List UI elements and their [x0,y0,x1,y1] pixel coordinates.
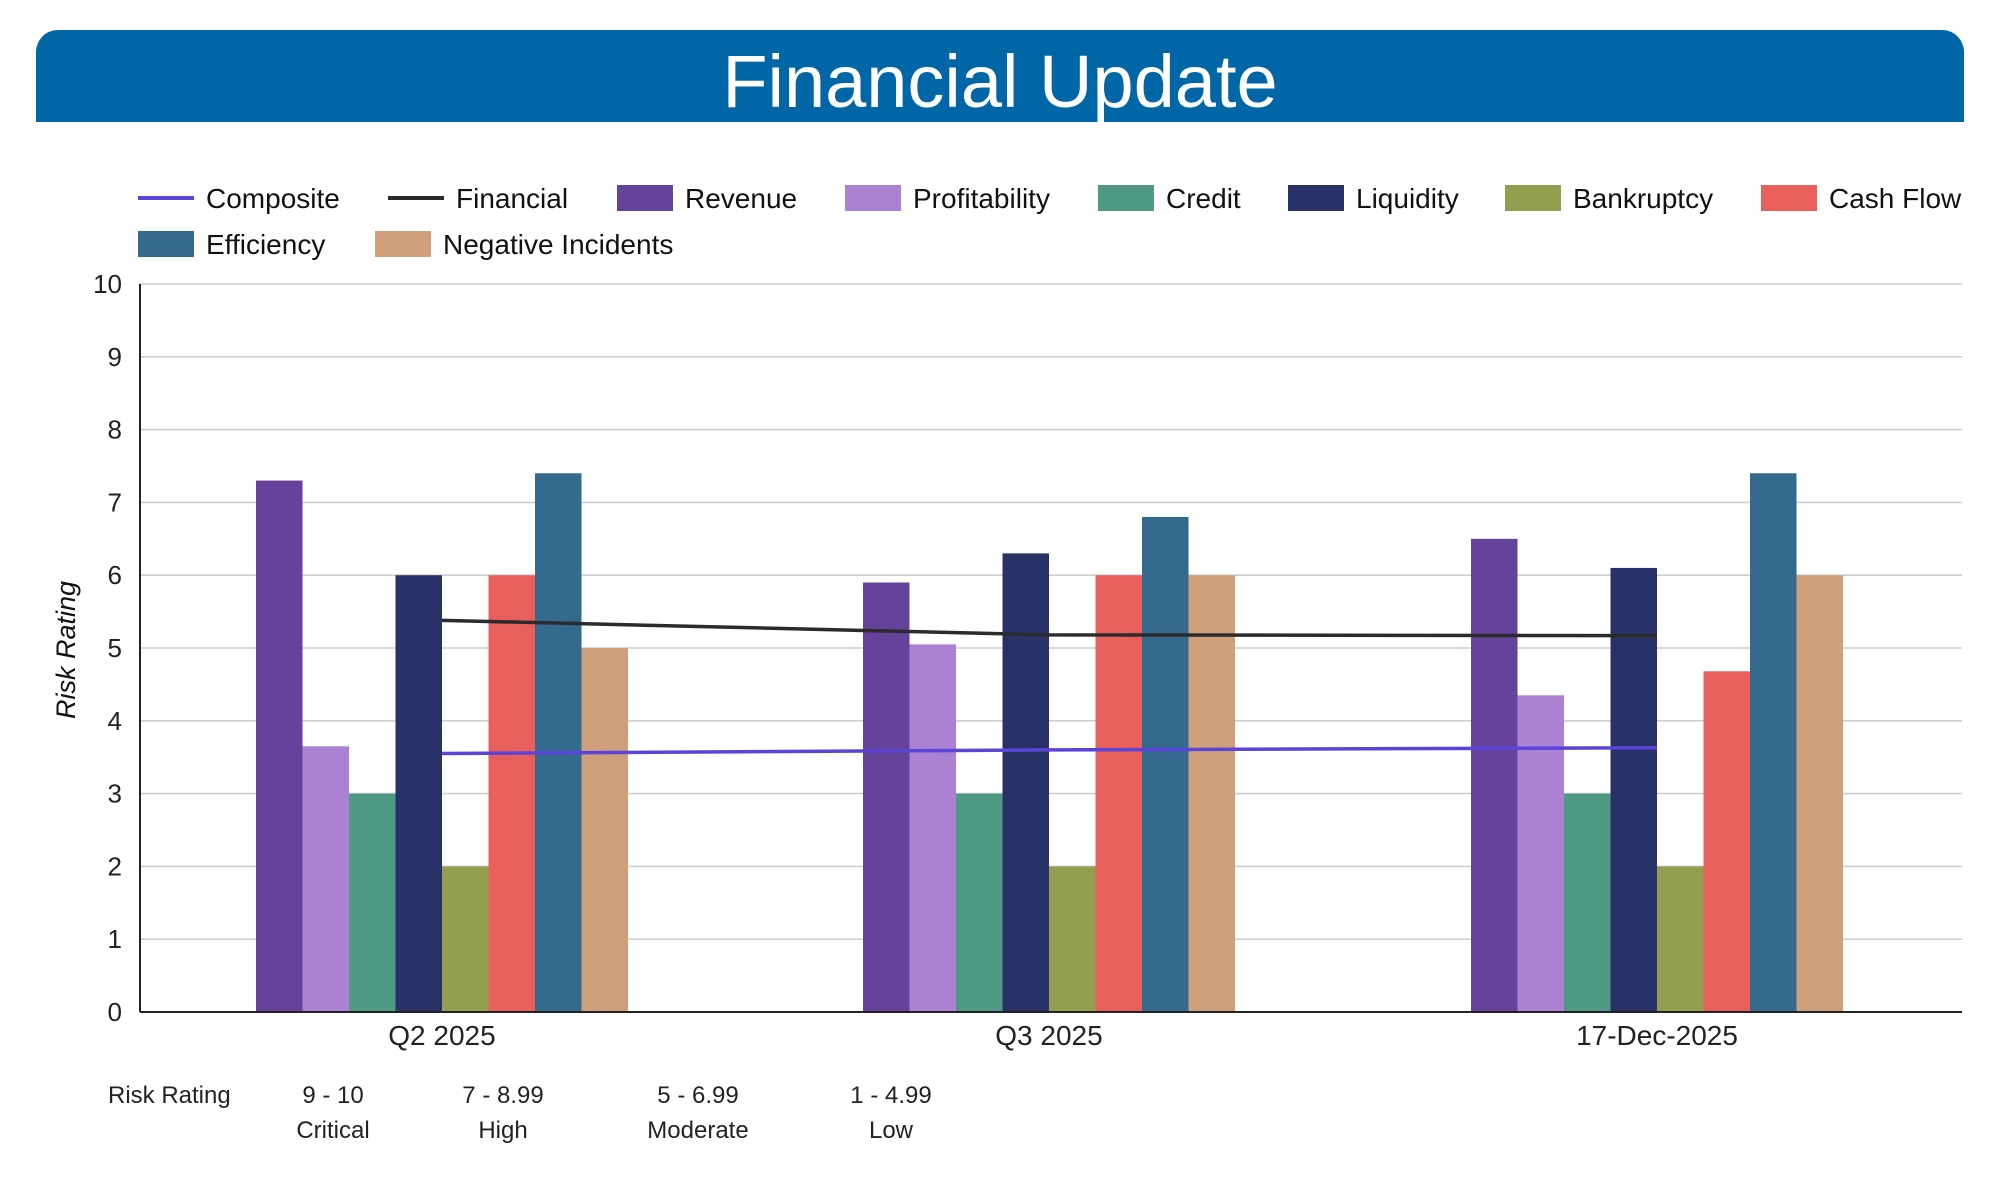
legend-swatch-cash-flow [1761,185,1817,211]
bar-credit [956,793,1003,1012]
legend-swatch-bankruptcy [1505,185,1561,211]
legend-label-negative-incidents: Negative Incidents [443,229,673,260]
legend-swatch-efficiency [138,231,194,257]
bar-bankruptcy [1657,866,1704,1012]
y-tick-label: 10 [93,269,122,299]
title-banner: Financial Update [36,30,1964,123]
legend-label-revenue: Revenue [685,183,797,214]
risk-band-range: 5 - 6.99 [657,1082,738,1109]
bar-negative-incidents [1796,575,1843,1012]
x-category-label: 17-Dec-2025 [1576,1020,1738,1051]
risk-band-name: Critical [296,1117,369,1144]
y-tick-label: 9 [108,342,122,372]
bar-profitability [1517,695,1564,1012]
y-tick-label: 1 [108,924,122,954]
risk-band-range: 9 - 10 [302,1082,363,1109]
bar-cash-flow [1095,575,1142,1012]
legend-label-composite: Composite [206,183,340,214]
legend-swatch-liquidity [1288,185,1344,211]
bar-negative-incidents [1188,575,1235,1012]
legend-label-cash-flow: Cash Flow [1829,183,1962,214]
bar-revenue [256,480,303,1012]
legend-swatch-revenue [617,185,673,211]
bar-profitability [302,746,349,1012]
bar-efficiency [1750,473,1797,1012]
y-tick-label: 5 [108,633,122,663]
x-category-label: Q2 2025 [388,1020,495,1051]
risk-band-name: Low [869,1117,914,1144]
risk-rating-scale: Risk Rating 9 - 10 Critical 7 - 8.99 High 5 -… [108,1082,932,1144]
y-tick-label: 6 [108,560,122,590]
risk-band-range: 7 - 8.99 [462,1082,543,1109]
bar-revenue [863,582,910,1012]
line-composite [441,745,1658,756]
legend-label-credit: Credit [1166,183,1241,214]
page-title: Financial Update [722,40,1278,123]
legend-label-bankruptcy: Bankruptcy [1573,183,1713,214]
bar-credit [1564,793,1611,1012]
bar-credit [349,793,396,1012]
bar-efficiency [1142,516,1189,1012]
bar-profitability [909,644,956,1012]
legend-swatch-profitability [845,185,901,211]
legend-label-financial: Financial [456,183,568,214]
bar-negative-incidents [581,648,628,1012]
legend-label-profitability: Profitability [913,183,1050,214]
legend-swatch-credit [1098,185,1154,211]
chart-bars [256,473,1843,1012]
bar-revenue [1471,538,1518,1012]
y-tick-label: 3 [108,779,122,809]
bar-bankruptcy [1049,866,1096,1012]
chart-legend: Composite Financial Revenue Profitability Cr… [138,183,1962,260]
risk-band-range: 1 - 4.99 [850,1082,931,1109]
bar-cash-flow [1703,671,1750,1012]
y-tick-label: 0 [108,997,122,1027]
risk-band-name: High [478,1117,527,1144]
chart-axes: 0 1 2 3 4 5 6 7 8 9 10 Q2 2025 Q3 2025 17-Dec-2025 Ris… [51,269,1962,1051]
y-tick-label: 4 [108,706,122,736]
risk-band-name: Moderate [647,1117,748,1144]
x-category-label: Q3 2025 [995,1020,1102,1051]
chart-lines [441,618,1658,756]
bar-bankruptcy [442,866,489,1012]
risk-scale-label: Risk Rating [108,1082,231,1109]
bar-liquidity [1610,567,1657,1012]
line-financial [441,618,1658,638]
y-tick-label: 8 [108,415,122,445]
y-tick-label: 2 [108,851,122,881]
y-tick-label: 7 [108,487,122,517]
bar-liquidity [1002,553,1049,1012]
legend-swatch-negative-incidents [375,231,431,257]
legend-label-efficiency: Efficiency [206,229,325,260]
legend-label-liquidity: Liquidity [1356,183,1459,214]
y-axis-title: Risk Rating [51,581,81,719]
bar-cash-flow [488,575,535,1012]
bar-efficiency [535,473,582,1012]
bar-liquidity [395,575,442,1012]
